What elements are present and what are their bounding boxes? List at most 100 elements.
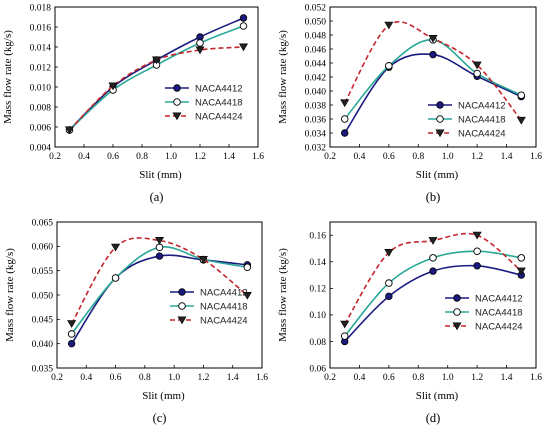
- y-tick-label: 0.045: [32, 316, 54, 326]
- plot-frame: [329, 6, 537, 148]
- y-tick-label: 0.048: [305, 31, 327, 41]
- y-tick-label: 0.032: [305, 143, 327, 153]
- panel-label: (d): [426, 411, 441, 425]
- x-tick-label: 0.2: [324, 373, 336, 383]
- y-tick-label: 0.040: [32, 340, 54, 350]
- data-point-naca4418: [517, 254, 526, 262]
- data-point-naca4418: [340, 115, 349, 123]
- x-tick-label: 0.6: [110, 373, 122, 383]
- data-point-naca4424: [64, 126, 75, 135]
- x-tick-label: 0.6: [107, 152, 119, 162]
- legend-marker: [177, 316, 187, 325]
- legend-marker: [452, 322, 462, 331]
- data-point-naca4424: [340, 99, 350, 108]
- y-tick-label: 0.06: [309, 364, 326, 374]
- y-tick-label: 0.014: [30, 43, 52, 53]
- legend-label: NACA4412: [200, 287, 248, 298]
- data-point-naca4424: [516, 267, 526, 276]
- data-point-naca4424: [238, 43, 249, 52]
- data-point-naca4424: [242, 291, 252, 300]
- data-point-naca4424: [111, 243, 121, 252]
- data-point-naca4424: [198, 255, 208, 264]
- panel-label: (b): [426, 190, 441, 204]
- x-axis-label: Slit (mm): [416, 169, 459, 181]
- x-tick-label: 1.2: [194, 152, 206, 162]
- x-tick-label: 0.6: [383, 152, 395, 162]
- data-point-naca4412: [155, 252, 164, 260]
- x-tick-label: 1.4: [227, 373, 239, 383]
- data-point-naca4424: [384, 249, 394, 257]
- y-tick-label: 0.012: [30, 63, 52, 73]
- legend-marker: [173, 84, 181, 92]
- chart-panel-a: 0.2 0.4 0.6 0.8 1.0 1.2 1.4 1.6 0.004 0.006 0.008 0…: [2, 3, 264, 204]
- y-tick-label: 0.016: [30, 23, 52, 33]
- y-tick-label: 0.046: [305, 45, 327, 55]
- data-point-naca4424: [472, 61, 482, 70]
- x-tick-label: 0.4: [353, 373, 365, 383]
- y-tick-label: 0.008: [30, 103, 52, 113]
- y-tick-label: 0.044: [305, 59, 327, 69]
- data-point-naca4418: [196, 39, 204, 47]
- y-tick-label: 0.16: [309, 232, 326, 242]
- data-point-naca4424: [428, 237, 438, 245]
- legend-marker: [453, 294, 461, 302]
- y-tick-label: 0.14: [309, 258, 326, 268]
- y-tick-label: 0.10: [309, 311, 326, 321]
- data-point-naca4418: [340, 332, 349, 340]
- y-tick-label: 0.038: [305, 101, 327, 111]
- x-tick-label: 0.8: [139, 373, 151, 383]
- legend-label: NACA4418: [200, 301, 248, 312]
- y-tick-label: 0.034: [305, 129, 327, 139]
- legend: NACA4412 NACA4418 NACA4424: [428, 100, 506, 139]
- legend-label: NACA4424: [200, 315, 248, 326]
- data-point-naca4418: [517, 91, 526, 99]
- x-tick-label: 0.8: [412, 152, 424, 162]
- panel-label: (c): [153, 411, 167, 425]
- legend-marker: [178, 288, 186, 296]
- y-axis-label: Mass flow rate (kg/s): [4, 248, 16, 342]
- y-tick-label: 0.052: [305, 3, 327, 13]
- data-point-naca4412: [429, 267, 437, 275]
- y-tick-label: 0.08: [309, 338, 326, 348]
- data-point-naca4424: [472, 231, 482, 240]
- x-tick-label: 0.4: [353, 152, 365, 162]
- data-point-naca4412: [239, 14, 248, 22]
- x-tick-label: 0.4: [78, 152, 90, 162]
- plot-frame: [329, 221, 537, 369]
- x-tick-label: 1.4: [501, 373, 513, 383]
- chart-panel-c: 0.2 0.4 0.6 0.8 1.0 1.2 1.4 1.6 0.035 0.040 0.045 0…: [4, 218, 268, 425]
- x-tick-label: 1.2: [197, 373, 209, 383]
- legend-marker: [435, 129, 445, 138]
- x-tick-label: 0.2: [49, 152, 61, 162]
- data-point-naca4424: [151, 56, 162, 65]
- data-point-naca4412: [341, 129, 349, 137]
- x-axis-label: Slit (mm): [139, 169, 182, 181]
- data-point-naca4418: [239, 22, 248, 30]
- legend-marker: [173, 98, 181, 106]
- legend-marker: [172, 112, 182, 121]
- data-point-naca4418: [111, 274, 120, 282]
- x-axis-label: Slit (mm): [142, 390, 185, 402]
- legend-label: NACA4412: [195, 83, 243, 94]
- data-point-naca4418: [67, 330, 76, 338]
- legend-label: NACA4424: [475, 321, 523, 332]
- y-tick-label: 0.12: [309, 285, 326, 295]
- x-tick-label: 1.2: [471, 373, 483, 383]
- x-tick-label: 0.2: [51, 373, 63, 383]
- x-tick-label: 0.4: [80, 373, 92, 383]
- data-point-naca4412: [429, 50, 437, 59]
- data-point-naca4424: [67, 320, 77, 328]
- x-tick-label: 0.8: [136, 152, 148, 162]
- y-tick-label: 0.050: [305, 17, 327, 27]
- y-tick-label: 0.004: [30, 143, 52, 153]
- chart-panel-d: 0.2 0.4 0.6 0.8 1.0 1.2 1.4 1.6 0.06 0.08 0.10 0.12…: [277, 221, 542, 425]
- data-point-naca4418: [385, 62, 393, 70]
- legend-label: NACA4418: [475, 307, 523, 318]
- data-point-naca4424: [154, 236, 165, 245]
- y-tick-label: 0.010: [30, 83, 52, 93]
- legend: NACA4412 NACA4418 NACA4424: [165, 83, 243, 122]
- y-tick-label: 0.055: [32, 267, 54, 277]
- data-point-naca4418: [473, 247, 481, 255]
- y-tick-label: 0.050: [32, 291, 54, 301]
